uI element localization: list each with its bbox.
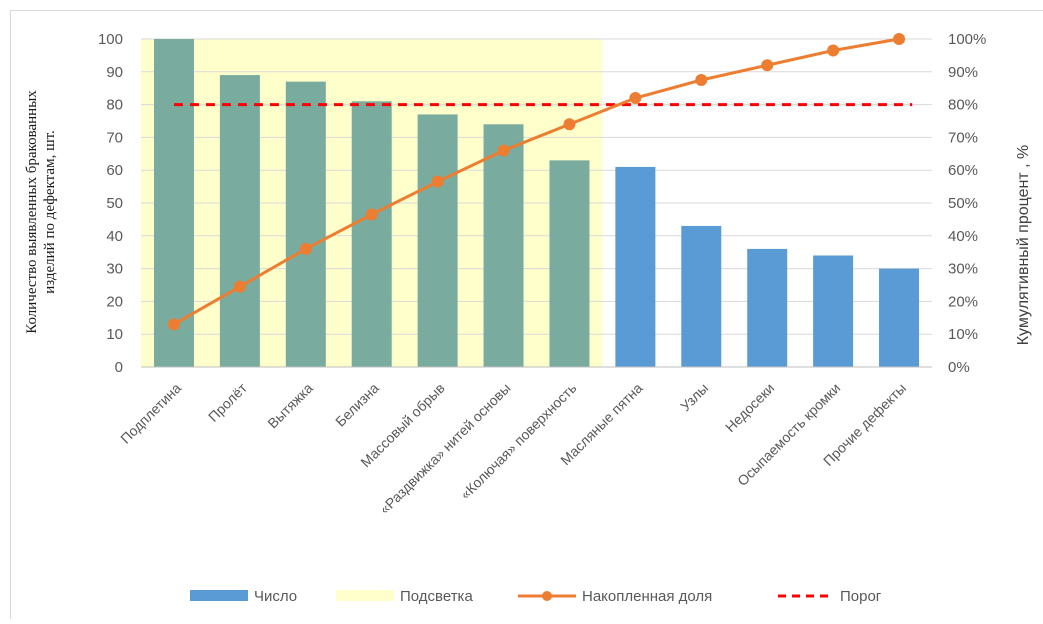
left-y-tick-label: 100 — [98, 31, 123, 48]
left-axis-title-line-1: Количество выявленных бракованных — [24, 90, 40, 334]
right-y-tick-label: 30% — [948, 261, 978, 278]
legend-swatch-count — [190, 590, 248, 601]
right-y-tick-label: 100% — [948, 31, 986, 48]
bar-3 — [285, 81, 326, 367]
cumulative-point-10 — [761, 59, 774, 72]
legend-item-highlight: Подсветка — [336, 588, 473, 605]
cumulative-point-8 — [629, 92, 642, 105]
left-y-tick-label: 10 — [106, 326, 123, 343]
frame-border-left — [10, 10, 11, 619]
category-label: «Колючая» поверхность — [457, 380, 580, 503]
cumulative-point-2 — [233, 280, 246, 293]
cumulative-point-5 — [431, 175, 444, 188]
cumulative-point-3 — [299, 242, 312, 255]
right-y-tick-label: 90% — [948, 64, 978, 81]
bar-8 — [615, 166, 656, 367]
left-y-tick-label: 30 — [106, 261, 123, 278]
left-y-tick-label: 60 — [106, 162, 123, 179]
left-axis-title: Количество выявленных бракованных издели… — [24, 90, 58, 334]
right-y-tick-label: 70% — [948, 129, 978, 146]
cumulative-series — [167, 33, 906, 331]
bar-10 — [747, 248, 788, 367]
bar-4 — [351, 101, 392, 367]
left-y-tick-label: 0 — [115, 359, 123, 376]
category-label: Узлы — [677, 380, 711, 414]
bar-1 — [153, 39, 194, 367]
right-y-tick-label: 60% — [948, 162, 978, 179]
right-y-ticks: 0% 10% 20% 30% 40% 50% 60% 70% 80% 90% 100% — [948, 31, 986, 376]
cumulative-line — [173, 37, 900, 326]
legend: Число Подсветка Накопленная доля Порог — [190, 588, 882, 605]
bar-6 — [483, 124, 524, 367]
left-y-tick-label: 70 — [106, 129, 123, 146]
cumulative-point-6 — [497, 144, 510, 157]
bar-12 — [879, 268, 920, 367]
legend-label-threshold: Порог — [840, 588, 882, 605]
legend-swatch-highlight — [336, 590, 394, 601]
bar-2 — [219, 75, 260, 367]
bar-11 — [813, 255, 854, 367]
cumulative-point-12 — [893, 33, 906, 45]
right-y-tick-label: 40% — [948, 228, 978, 245]
category-label: «Раздвижка» нитей основы — [376, 380, 513, 517]
legend-item-threshold: Порог — [778, 588, 882, 605]
bar-9 — [681, 225, 722, 367]
category-label: Пролёт — [205, 379, 250, 424]
cumulative-point-7 — [563, 118, 576, 131]
legend-marker-cumulative — [542, 591, 552, 601]
bar-7 — [549, 160, 590, 367]
cumulative-point-1 — [167, 318, 180, 331]
left-y-tick-label: 80 — [106, 97, 123, 114]
legend-label-count: Число — [254, 588, 297, 605]
bar-5 — [417, 114, 458, 367]
category-label: Вытяжка — [264, 380, 316, 432]
category-label: Подплетина — [117, 380, 184, 447]
right-y-tick-label: 0% — [948, 359, 970, 376]
legend-item-cumulative: Накопленная доля — [518, 588, 712, 605]
frame-border-top — [10, 10, 1043, 11]
left-axis-title-line-2: изделий по дефектам, шт. — [42, 130, 58, 294]
category-label: Недосеки — [722, 380, 777, 435]
legend-label-cumulative: Накопленная доля — [582, 588, 712, 605]
cumulative-point-11 — [827, 44, 840, 57]
left-y-tick-label: 90 — [106, 64, 123, 81]
cumulative-point-9 — [695, 74, 708, 86]
right-y-tick-label: 10% — [948, 326, 978, 343]
left-y-tick-label: 20 — [106, 293, 123, 310]
left-y-ticks: 0 10 20 30 40 50 60 70 80 90 100 — [98, 31, 123, 376]
cumulative-point-4 — [365, 208, 378, 221]
bars — [153, 39, 920, 367]
right-y-tick-label: 20% — [948, 293, 978, 310]
left-y-tick-label: 40 — [106, 228, 123, 245]
legend-item-count: Число — [190, 588, 297, 605]
right-y-tick-label: 50% — [948, 195, 978, 212]
legend-label-highlight: Подсветка — [400, 588, 473, 605]
category-label: Белизна — [332, 380, 382, 430]
left-y-tick-label: 50 — [106, 195, 123, 212]
right-y-tick-label: 80% — [948, 97, 978, 114]
right-axis-title: Кумулятивный процент , % — [1015, 145, 1032, 346]
